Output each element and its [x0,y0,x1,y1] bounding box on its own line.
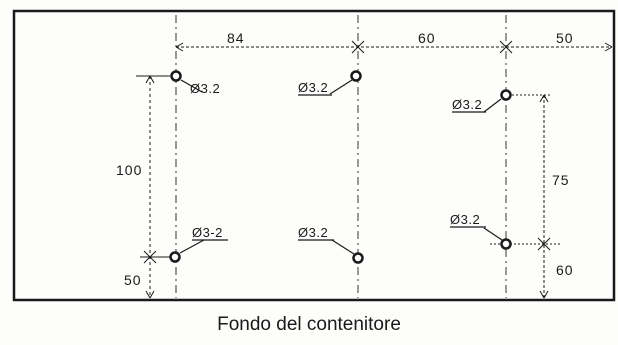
hole-bottom-left [169,251,181,263]
hole-label-bottom-right: Ø3.2 [450,212,480,227]
center-lines [175,15,507,298]
dim-spacing-2: 60 [418,30,436,46]
leader-top-middle [329,79,353,95]
hole-bottom-middle [352,252,364,264]
hole-top-middle [350,70,362,82]
arrow-50-right [604,42,613,52]
leader-bottom-left [179,239,205,254]
panel-outline [12,9,616,302]
leader-top-right [483,98,502,113]
leader-bottom-middle [331,239,355,255]
top-dimension-lines [175,40,613,54]
tick-middle [351,40,365,54]
dim-spacing-3: 50 [556,30,574,46]
hole-label-bottom-left: Ø3-2 [192,225,223,240]
caption: Fondo del contenitore [217,314,401,335]
hole-label-top-left: Ø3.2 [190,81,220,96]
dim-height-right: 75 [552,172,570,188]
leader-bottom-right [483,227,503,241]
technical-drawing: 84 60 50 100 75 50 60 Ø3.2 Ø3.2 Ø3.2 Ø3-… [12,9,616,302]
arrow-60-bottom [539,290,549,299]
leader-top-left [180,79,203,93]
dim-height-total: 100 [116,162,142,178]
dim-offset-bottom-left: 50 [124,272,142,288]
arrow-100-top [145,75,155,84]
tick-60-top [537,237,551,251]
hole-label-top-middle: Ø3.2 [298,80,328,95]
leader-lines [179,79,503,255]
right-dimension-lines [490,94,560,299]
hole-label-top-right: Ø3.2 [452,97,482,112]
holes [169,70,512,264]
hole-top-right [500,89,512,101]
arrow-75-top [539,94,549,103]
hole-label-bottom-middle: Ø3.2 [298,225,328,240]
tick-right [499,40,513,54]
left-dimension-lines [136,75,170,299]
arrow-84-left [175,42,184,52]
arrow-50-bottom [145,290,155,299]
dim-spacing-1: 84 [227,30,245,46]
dim-offset-bottom-right: 60 [556,262,574,278]
hole-top-left [170,70,182,82]
tick-50-top [143,250,157,264]
hole-bottom-right [500,238,512,250]
